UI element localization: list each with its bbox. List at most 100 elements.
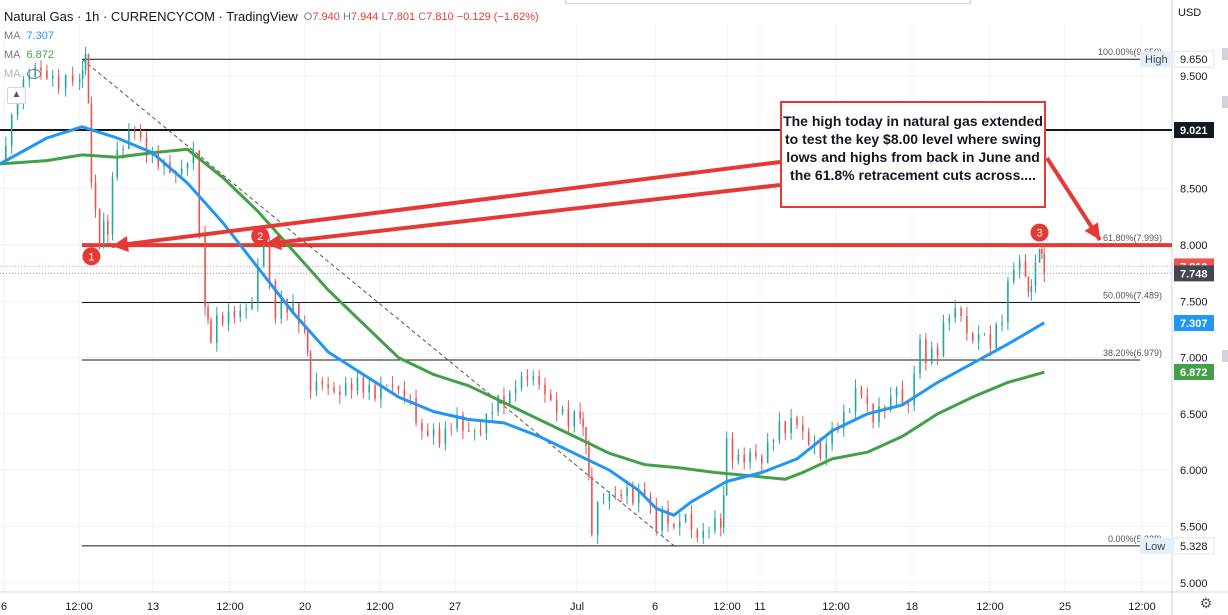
marker-label-1: 1 — [88, 251, 94, 263]
candle-body — [456, 415, 458, 429]
ohlc-values: O7.940 H7.944 L7.801 C7.810 −0.129 (−1.6… — [303, 10, 539, 23]
candle-body — [462, 415, 464, 431]
candle-body — [573, 411, 576, 427]
candle-body — [473, 430, 476, 432]
candle-body — [227, 311, 230, 324]
price-tick-label: 6.500 — [1180, 409, 1208, 421]
arrow-to-marker-2-head — [265, 234, 282, 251]
candle-body — [772, 440, 775, 442]
candle-body — [737, 454, 740, 461]
price-tick-label: 8.500 — [1180, 184, 1208, 196]
side-handle-icon[interactable] — [1222, 96, 1228, 108]
candle-body — [673, 524, 675, 527]
candle-body — [995, 324, 997, 348]
candle-body — [503, 395, 505, 406]
fib-level-label: 50.00%(7.489) — [1103, 291, 1162, 301]
candle-body — [608, 494, 611, 502]
ma-slow-legend[interactable]: MA 6.872 — [4, 48, 55, 61]
price-label-bg — [1174, 265, 1214, 282]
candle-body — [81, 69, 84, 80]
candle-body — [374, 385, 376, 399]
collapse-legend-button[interactable]: ▲ — [7, 87, 26, 104]
trendline-dashed — [81, 58, 675, 547]
candle-body — [825, 444, 828, 458]
gear-icon[interactable]: ⚙ — [1199, 595, 1213, 611]
candle-body — [368, 385, 370, 393]
candle-body — [755, 452, 757, 457]
candle-body — [107, 220, 109, 235]
candle-body — [655, 505, 658, 531]
candle-body — [210, 319, 212, 343]
price-tick-label: 5.500 — [1180, 522, 1208, 534]
side-handle-icon[interactable] — [1222, 48, 1228, 60]
candle-body — [71, 75, 74, 82]
ma-hidden-legend[interactable]: MA — [4, 64, 539, 83]
price-tag-low: Low — [1145, 541, 1165, 553]
side-handle-icon[interactable] — [1222, 350, 1228, 362]
candle-body — [796, 417, 798, 425]
candle-body — [262, 244, 265, 266]
candle-body — [848, 411, 851, 413]
candle-body — [333, 387, 335, 392]
candle-body — [930, 348, 933, 363]
time-tick-label: 12:00 — [65, 601, 93, 613]
candle-body — [94, 182, 97, 209]
candle-body — [807, 431, 810, 446]
candle-body — [555, 400, 558, 413]
candle-body — [637, 489, 640, 504]
candle-body — [40, 67, 42, 71]
candle-body — [306, 332, 309, 353]
price-label-bg — [1173, 537, 1215, 555]
price-tick-label: 5.000 — [1180, 578, 1208, 590]
candle-body — [1001, 322, 1003, 325]
candle-body — [403, 389, 406, 397]
candle-body — [966, 315, 968, 333]
price-label: 6.872 — [1180, 367, 1208, 379]
candle-body — [790, 417, 792, 433]
candle-body — [257, 265, 259, 303]
candle-body — [497, 395, 499, 412]
toolbar-handle[interactable] — [565, 0, 971, 4]
eye-icon[interactable] — [26, 68, 41, 79]
marker-label-2: 2 — [257, 231, 263, 243]
candle-body — [561, 408, 564, 413]
candle-body — [843, 411, 845, 429]
candle-body — [538, 376, 540, 385]
candle-body — [438, 428, 441, 444]
ma-fast-legend[interactable]: MA 7.307 — [4, 29, 55, 42]
candle-body — [854, 387, 857, 412]
candle-body — [391, 384, 394, 387]
candle-body — [16, 103, 19, 115]
price-label: 7.307 — [1180, 318, 1208, 330]
candle-body — [5, 145, 7, 161]
candle-body — [315, 381, 318, 391]
candle-body — [942, 322, 945, 356]
fib-level-label: 0.00%(5.328) — [1108, 534, 1162, 544]
candle-body — [233, 311, 236, 318]
candle-body — [468, 430, 470, 432]
candle-body — [731, 438, 734, 461]
time-tick-label: Jul — [570, 601, 584, 613]
candle-body — [766, 441, 769, 464]
candle-body — [1041, 249, 1043, 254]
candle-body — [567, 408, 570, 427]
candle-body — [977, 334, 980, 341]
candle-body — [84, 53, 87, 70]
candle-body — [303, 324, 306, 333]
candle-body — [514, 388, 517, 393]
candle-body — [1012, 269, 1015, 282]
candle-body — [983, 333, 986, 335]
candle-body — [98, 208, 101, 246]
candle-body — [708, 530, 710, 532]
candle-body — [421, 423, 423, 431]
candle-body — [221, 315, 224, 324]
candle-body — [204, 234, 206, 308]
candle-body — [1018, 260, 1021, 270]
candle-body — [948, 317, 951, 323]
candle-body — [128, 130, 130, 149]
candle-body — [339, 391, 341, 395]
marker-1 — [82, 247, 101, 266]
ma-slow-line — [0, 147, 1045, 481]
currency-label[interactable]: USD — [1178, 7, 1202, 19]
